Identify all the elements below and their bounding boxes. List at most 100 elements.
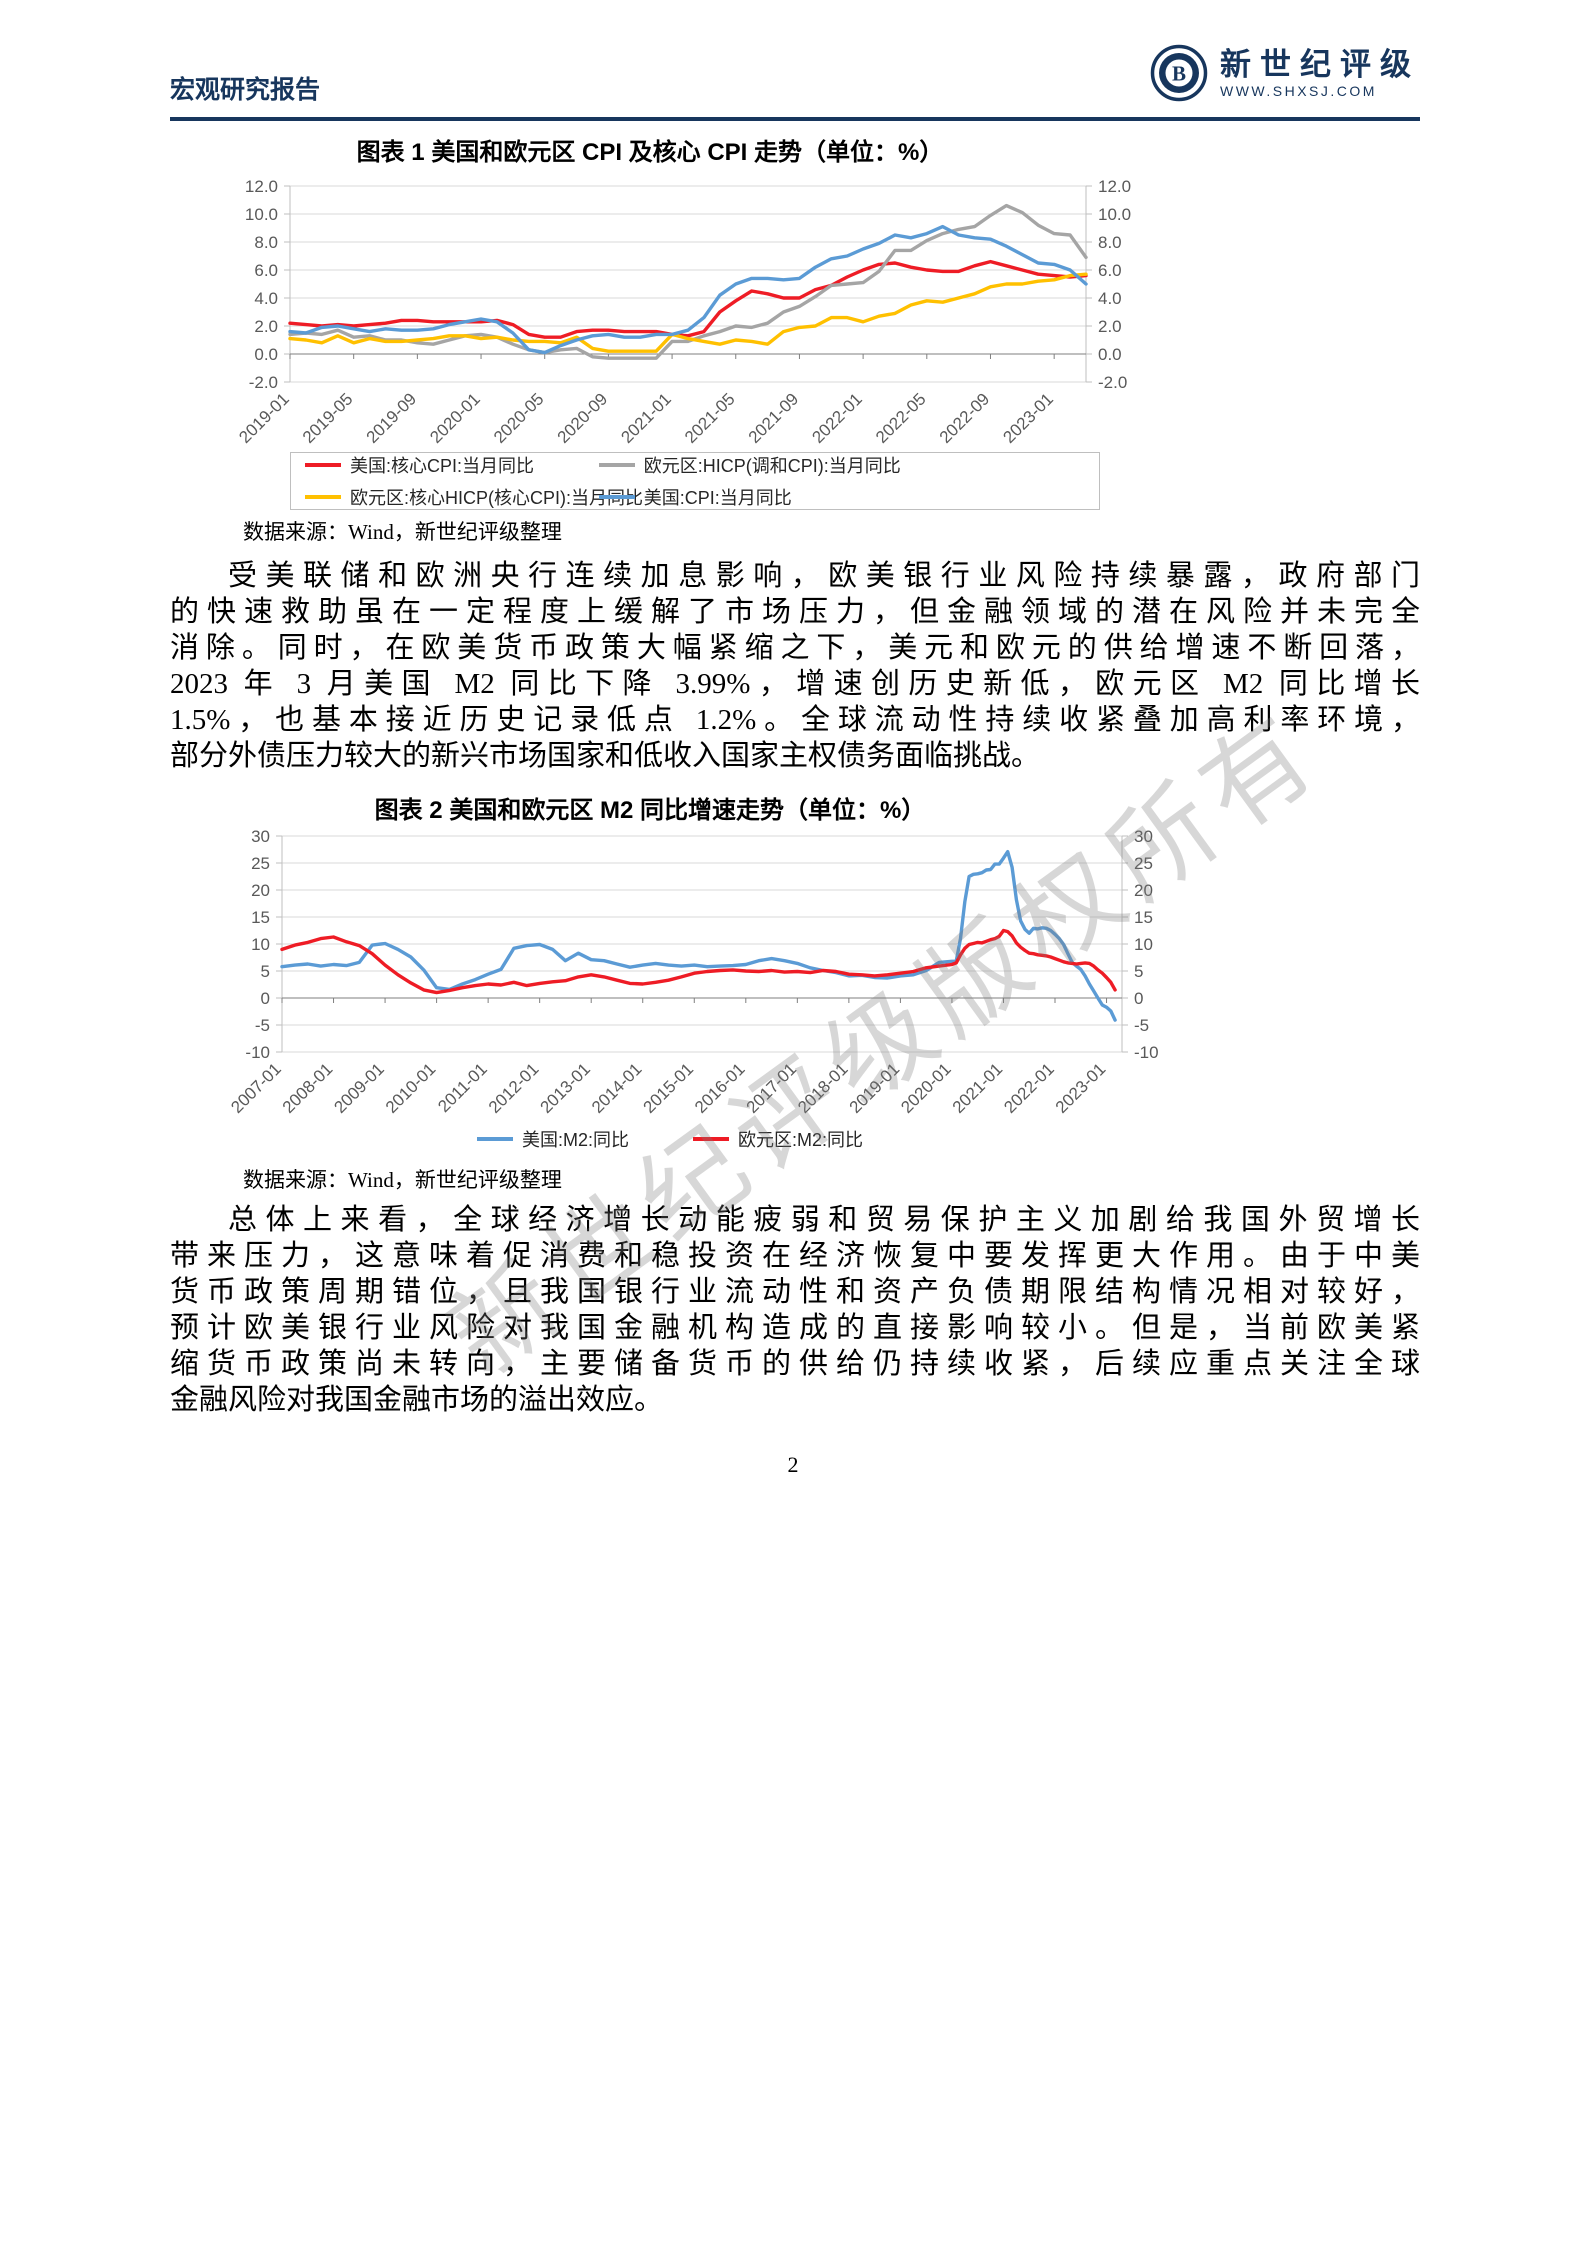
legend-label: 欧元区:核心HICP(核心CPI):当月同比 bbox=[350, 488, 643, 508]
svg-text:2007-01: 2007-01 bbox=[227, 1059, 285, 1117]
svg-text:12.0: 12.0 bbox=[245, 177, 278, 196]
legend-swatch bbox=[598, 463, 635, 467]
svg-text:0.0: 0.0 bbox=[254, 345, 278, 364]
paragraph-line: 带来压力，这意味着促消费和稳投资在经济恢复中要发挥更大作用。由于中美 bbox=[170, 1240, 1420, 1272]
svg-text:2011-01: 2011-01 bbox=[434, 1059, 491, 1116]
svg-text:10: 10 bbox=[1134, 935, 1153, 954]
svg-text:-2.0: -2.0 bbox=[1098, 373, 1127, 392]
svg-text:2021-05: 2021-05 bbox=[681, 389, 739, 447]
svg-text:15: 15 bbox=[251, 908, 270, 927]
svg-text:2017-01: 2017-01 bbox=[743, 1059, 801, 1117]
svg-text:2020-09: 2020-09 bbox=[554, 389, 612, 447]
svg-text:4.0: 4.0 bbox=[254, 289, 278, 308]
svg-text:2010-01: 2010-01 bbox=[382, 1059, 440, 1117]
legend-item: 美国:CPI:当月同比 bbox=[598, 484, 1099, 510]
legend-swatch bbox=[305, 495, 341, 499]
brand-url: WWW.SHXSJ.COM bbox=[1220, 82, 1377, 99]
legend-item: 欧元区:HICP(调和CPI):当月同比 bbox=[598, 452, 1099, 478]
svg-text:2014-01: 2014-01 bbox=[588, 1059, 646, 1117]
brand-block: B 新世纪评级 WWW.SHXSJ.COM bbox=[1150, 44, 1420, 102]
svg-text:2023-01: 2023-01 bbox=[999, 389, 1057, 447]
svg-text:6.0: 6.0 bbox=[254, 261, 278, 280]
svg-text:10.0: 10.0 bbox=[245, 205, 278, 224]
svg-text:5: 5 bbox=[261, 962, 270, 981]
legend-item: 美国:核心CPI:当月同比 bbox=[305, 452, 599, 478]
svg-text:12.0: 12.0 bbox=[1098, 177, 1131, 196]
svg-text:30: 30 bbox=[1134, 827, 1153, 846]
figure2-legend: 美国:M2:同比 欧元区:M2:同比 bbox=[170, 1126, 1170, 1152]
svg-text:0: 0 bbox=[1134, 989, 1143, 1008]
svg-text:2020-05: 2020-05 bbox=[490, 389, 548, 447]
svg-text:6.0: 6.0 bbox=[1098, 261, 1122, 280]
legend-item: 美国:M2:同比 bbox=[476, 1126, 629, 1152]
figure1-chart: 12.0 12.0 10.0 10.0 8.0 8.0 6.0 6.0 4.0 4.0 2.0 2.0… bbox=[235, 177, 1131, 447]
svg-text:2020-01: 2020-01 bbox=[897, 1059, 955, 1117]
svg-text:2.0: 2.0 bbox=[254, 317, 278, 336]
paragraph-line: 受美联储和欧洲央行连续加息影响，欧美银行业风险持续暴露，政府部门 bbox=[228, 560, 1420, 592]
svg-text:2021-09: 2021-09 bbox=[745, 389, 803, 447]
legend-swatch bbox=[305, 463, 341, 467]
svg-text:2022-09: 2022-09 bbox=[936, 389, 994, 447]
paragraph-line: 货币政策周期错位，且我国银行业流动性和资产负债期限结构情况相对较好， bbox=[170, 1276, 1420, 1308]
legend-item: 欧元区:核心HICP(核心CPI):当月同比 bbox=[305, 484, 643, 510]
svg-text:2016-01: 2016-01 bbox=[691, 1059, 749, 1117]
figure2-title: 图表 2 美国和欧元区 M2 同比增速走势（单位：%） bbox=[374, 797, 926, 824]
svg-text:B: B bbox=[1172, 62, 1186, 86]
svg-text:2023-01: 2023-01 bbox=[1052, 1059, 1110, 1117]
svg-text:20: 20 bbox=[1134, 881, 1153, 900]
legend-label: 美国:M2:同比 bbox=[521, 1130, 629, 1150]
svg-text:-5: -5 bbox=[255, 1016, 270, 1035]
svg-text:2022-01: 2022-01 bbox=[1000, 1059, 1058, 1117]
svg-text:2020-01: 2020-01 bbox=[426, 389, 484, 447]
brand-logo-icon: B bbox=[1150, 44, 1208, 102]
legend-label: 欧元区:M2:同比 bbox=[738, 1130, 864, 1150]
legend-item: 欧元区:M2:同比 bbox=[693, 1126, 863, 1152]
legend-swatch bbox=[598, 495, 635, 499]
svg-text:30: 30 bbox=[251, 827, 270, 846]
paragraph-line: 总体上来看，全球经济增长动能疲弱和贸易保护主义加剧给我国外贸增长 bbox=[228, 1204, 1420, 1236]
paragraph-line: 预计欧美银行业风险对我国金融机构造成的直接影响较小。但是，当前欧美紧 bbox=[170, 1312, 1420, 1344]
svg-text:4.0: 4.0 bbox=[1098, 289, 1122, 308]
svg-text:2018-01: 2018-01 bbox=[794, 1059, 852, 1117]
legend-label: 美国:核心CPI:当月同比 bbox=[350, 456, 535, 476]
svg-text:2019-05: 2019-05 bbox=[299, 389, 357, 447]
svg-text:2013-01: 2013-01 bbox=[536, 1059, 594, 1117]
legend-swatch bbox=[476, 1137, 513, 1141]
svg-text:2.0: 2.0 bbox=[1098, 317, 1122, 336]
svg-text:25: 25 bbox=[1134, 854, 1153, 873]
svg-text:-10: -10 bbox=[245, 1043, 270, 1062]
svg-text:2008-01: 2008-01 bbox=[279, 1059, 337, 1117]
paragraph-line: 的快速救助虽在一定程度上缓解了市场压力，但金融领域的潜在风险并未完全 bbox=[170, 596, 1420, 628]
svg-text:20: 20 bbox=[251, 881, 270, 900]
svg-text:2022-05: 2022-05 bbox=[872, 389, 930, 447]
svg-text:25: 25 bbox=[251, 854, 270, 873]
body-paragraph-1: 受美联储和欧洲央行连续加息影响，欧美银行业风险持续暴露，政府部门的快速救助虽在一… bbox=[170, 558, 1420, 774]
paragraph-line: 部分外债压力较大的新兴市场国家和低收入国家主权债务面临挑战。 bbox=[170, 740, 1041, 772]
svg-text:-10: -10 bbox=[1134, 1043, 1159, 1062]
legend-label: 欧元区:HICP(调和CPI):当月同比 bbox=[643, 456, 901, 476]
figure1-title: 图表 1 美国和欧元区 CPI 及核心 CPI 走势（单位：%） bbox=[356, 139, 944, 166]
svg-text:-2.0: -2.0 bbox=[249, 373, 278, 392]
figure1-legend: 美国:核心CPI:当月同比 欧元区:HICP(调和CPI):当月同比 欧元区:核心H… bbox=[290, 452, 1100, 510]
legend-swatch bbox=[693, 1137, 729, 1141]
svg-text:2022-01: 2022-01 bbox=[808, 389, 866, 447]
svg-text:2019-01: 2019-01 bbox=[846, 1059, 904, 1117]
svg-text:2021-01: 2021-01 bbox=[949, 1059, 1007, 1117]
svg-text:10: 10 bbox=[251, 935, 270, 954]
paragraph-line: 缩货币政策尚未转向，主要储备货币的供给仍持续收紧，后续应重点关注全球 bbox=[170, 1348, 1420, 1380]
report-type-label: 宏观研究报告 bbox=[170, 77, 321, 104]
header-divider bbox=[170, 117, 1420, 121]
svg-text:8.0: 8.0 bbox=[1098, 233, 1122, 252]
brand-name: 新世纪评级 bbox=[1220, 47, 1420, 83]
paragraph-line: 1.5%，也基本接近历史记录低点 1.2%。全球流动性持续收紧叠加高利率环境， bbox=[170, 704, 1420, 736]
svg-text:2012-01: 2012-01 bbox=[485, 1059, 543, 1117]
legend-label: 美国:CPI:当月同比 bbox=[643, 488, 792, 508]
paragraph-line: 消除。同时，在欧美货币政策大幅紧缩之下，美元和欧元的供给增速不断回落， bbox=[170, 632, 1420, 664]
figure2-source: 数据来源：Wind，新世纪评级整理 bbox=[243, 1168, 562, 1192]
svg-text:5: 5 bbox=[1134, 962, 1143, 981]
svg-text:10.0: 10.0 bbox=[1098, 205, 1131, 224]
svg-text:0.0: 0.0 bbox=[1098, 345, 1122, 364]
svg-text:0: 0 bbox=[261, 989, 270, 1008]
